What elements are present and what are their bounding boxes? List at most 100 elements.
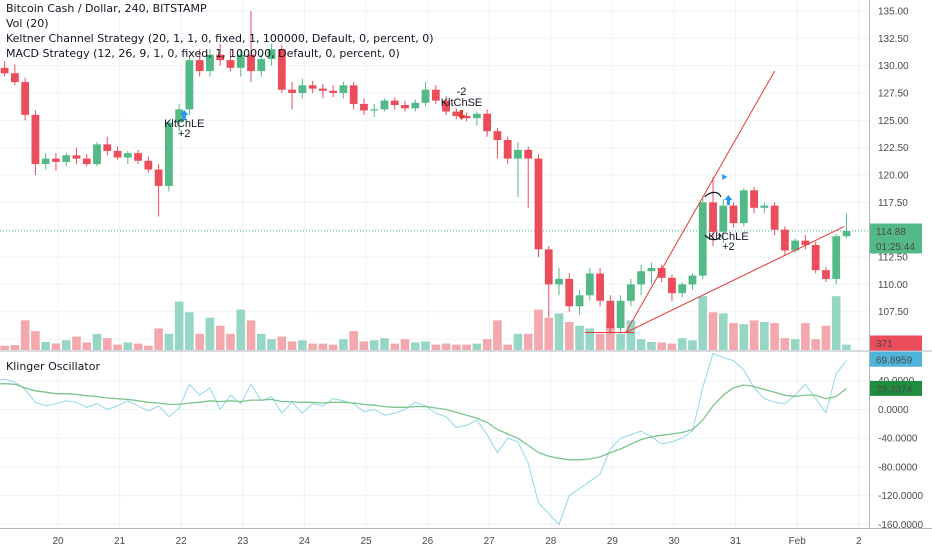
- candle-body: [370, 109, 379, 111]
- candle-body: [0, 67, 9, 74]
- volume-bar: [72, 336, 81, 350]
- osc-tick-label: -160.0000: [878, 520, 923, 531]
- candle-body: [668, 277, 676, 294]
- candle-body: [339, 85, 348, 93]
- volume-bar: [51, 343, 61, 350]
- price-tick-label: 110.00: [878, 280, 908, 291]
- volume-bar: [390, 343, 400, 350]
- candle-body: [329, 90, 338, 93]
- volume-bar: [831, 296, 841, 350]
- candle-body: [380, 100, 389, 110]
- volume-bar: [770, 323, 779, 350]
- candle-body: [698, 202, 707, 276]
- volume-bar: [246, 320, 256, 350]
- volume-bar: [31, 331, 40, 350]
- candle-body: [442, 100, 450, 112]
- signal-badge-bg: [870, 380, 922, 396]
- oscillator-axis[interactable]: 40.00000.0000-40.0000-80.0000-120.0000-1…: [878, 376, 923, 531]
- price-tick-label: 122.50: [878, 143, 909, 154]
- volume-bar: [431, 344, 441, 350]
- time-tick-label: 27: [484, 536, 496, 547]
- volume-bar: [462, 344, 471, 350]
- klinger-legend[interactable]: Klinger Oscillator: [6, 360, 100, 373]
- candle-body: [811, 245, 820, 271]
- time-tick-label: 30: [668, 536, 680, 547]
- candle-body: [123, 153, 132, 158]
- long-entry-label: KltChLE: [164, 118, 204, 130]
- candle-body: [739, 190, 748, 224]
- volume-bar: [380, 338, 389, 350]
- candle-body: [462, 115, 471, 119]
- vol-legend[interactable]: Vol (20): [6, 17, 49, 30]
- axis-badges: 114.88 01:25:44 371 69.8959 29.3374: [870, 223, 922, 396]
- candle-body: [626, 284, 635, 301]
- candle-body: [318, 88, 327, 91]
- candle-body: [842, 231, 851, 237]
- candle-body: [760, 205, 769, 208]
- candle-body: [452, 111, 461, 116]
- volume-bar: [400, 339, 410, 350]
- candle-body: [514, 149, 522, 159]
- osc-tick-label: 0.0000: [878, 405, 909, 416]
- keltner-legend[interactable]: Keltner Channel Strategy (20, 1, 1, 0, f…: [6, 32, 434, 45]
- candle-body: [493, 131, 502, 140]
- osc-tick-label: -80.0000: [878, 462, 918, 473]
- volume-bar: [729, 323, 738, 350]
- candle-body: [62, 155, 71, 162]
- volume-badge: 371: [876, 339, 893, 350]
- time-tick-label: 21: [114, 536, 126, 547]
- volume-bar: [688, 340, 697, 350]
- volume-bar: [308, 343, 317, 350]
- candle-body: [164, 122, 173, 186]
- candlesticks: [0, 10, 851, 334]
- candle-body: [657, 267, 666, 278]
- volume-bar: [749, 320, 759, 350]
- price-tick-label: 107.50: [878, 307, 909, 318]
- candle-body: [31, 114, 40, 165]
- oscillator-pane[interactable]: [0, 352, 870, 528]
- candle-body: [791, 240, 800, 251]
- candle-body: [21, 82, 30, 115]
- candle-body: [390, 100, 399, 105]
- time-tick-label: Feb: [789, 536, 807, 547]
- candle-body: [144, 160, 153, 170]
- candle-body: [185, 60, 194, 110]
- volume-bars: [0, 296, 851, 350]
- last-price-badge: 114.88: [876, 227, 906, 238]
- candle-body: [349, 85, 358, 104]
- candle-body: [780, 229, 789, 251]
- time-tick-label: 22: [176, 536, 188, 547]
- candle-body: [565, 278, 574, 307]
- volume-bar: [441, 343, 451, 350]
- time-tick-label: 24: [299, 536, 311, 547]
- volume-bar: [564, 322, 574, 350]
- volume-bar: [164, 333, 174, 350]
- volume-bar: [718, 313, 728, 350]
- candle-body: [616, 300, 625, 329]
- volume-bar: [513, 333, 523, 350]
- symbol-title[interactable]: Bitcoin Cash / Dollar, 240, BITSTAMP: [6, 2, 207, 15]
- volume-bar: [41, 341, 50, 350]
- time-tick-label: 26: [422, 536, 434, 547]
- trend-line-channel: [625, 225, 845, 333]
- long-entry-qty: +2: [178, 128, 191, 140]
- price-axis[interactable]: 135.00 132.50 130.00 127.50 125.00 122.50 120.…: [878, 6, 909, 345]
- candle-body: [544, 249, 553, 285]
- volume-bar: [647, 341, 656, 350]
- volume-bar: [523, 333, 533, 350]
- price-tick-label: 132.50: [878, 34, 909, 45]
- volume-bar: [256, 333, 266, 350]
- volume-bar: [626, 320, 636, 350]
- volume-bar: [123, 342, 133, 350]
- candle-body: [585, 273, 594, 296]
- volume-bar: [328, 344, 338, 350]
- candle-body: [729, 205, 738, 224]
- volume-bar: [667, 343, 677, 350]
- macd-legend[interactable]: MACD Strategy (12, 26, 9, 1, 0, fixed, 1…: [6, 47, 400, 60]
- candle-body: [154, 169, 163, 186]
- time-axis[interactable]: 20 21 22 23 24 25 26 27 28 29 30 31 Feb 2: [52, 536, 862, 547]
- volume-bar: [595, 333, 605, 350]
- candle-body: [822, 270, 830, 279]
- candle-body: [596, 273, 604, 301]
